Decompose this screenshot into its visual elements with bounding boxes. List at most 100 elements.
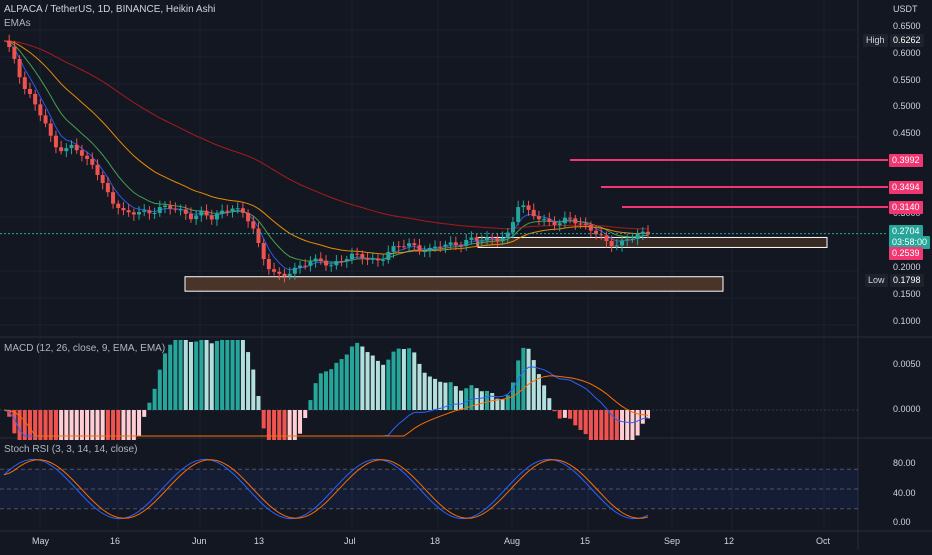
macd-histogram-bar (7, 410, 12, 417)
low-label: Low (865, 274, 888, 287)
candle-body (427, 247, 432, 251)
macd-histogram-bar (137, 410, 142, 436)
high-label: High (863, 34, 888, 47)
candle-body (360, 253, 365, 259)
candle-body (168, 205, 173, 209)
candle-body (417, 245, 422, 252)
macd-histogram-bar (630, 410, 635, 440)
macd-histogram-bar (277, 410, 282, 440)
stoch-tick-2: 40.00 (893, 488, 916, 498)
candle-body (235, 208, 240, 210)
candle-body (90, 158, 95, 165)
candle-body (459, 245, 464, 247)
candle-body (381, 259, 386, 261)
candle-body (438, 246, 443, 248)
macd-histogram-bar (17, 410, 22, 440)
candle-body (329, 265, 334, 267)
macd-histogram-bar (79, 410, 84, 440)
low-value: 0.1798 (890, 274, 924, 287)
macd-histogram-bar (646, 410, 650, 419)
macd-signal-line (3, 375, 649, 437)
macd-title[interactable]: MACD (12, 26, close, 9, EMA, EMA) (4, 343, 166, 354)
candle-body (173, 208, 178, 210)
candle-body (43, 115, 48, 124)
macd-histogram-bar (443, 382, 448, 410)
price-tick: 0.1500 (893, 289, 921, 299)
macd-histogram-bar (490, 393, 495, 410)
date-label: 16 (110, 536, 121, 546)
high-value: 0.6262 (890, 34, 924, 47)
macd-histogram-bar (251, 369, 256, 410)
candle-body (53, 135, 58, 148)
candle-body (33, 93, 38, 105)
macd-histogram-bar (412, 352, 417, 410)
candle-body (183, 209, 188, 214)
macd-histogram-bar (308, 400, 313, 410)
price-tick: 0.6500 (893, 21, 921, 31)
candle-body (578, 223, 583, 225)
macd-histogram-bar (500, 399, 505, 410)
candle-body (69, 144, 74, 149)
candle-body (95, 164, 100, 175)
candle-body (17, 58, 22, 78)
candle-body (609, 241, 614, 247)
support-badge: 0.2539 (889, 247, 923, 260)
macd-histogram-bar (329, 369, 334, 410)
indicator-label[interactable]: EMAs (4, 18, 31, 29)
candle-body (298, 265, 303, 268)
macd-histogram-bar (542, 385, 547, 410)
candle-body (547, 218, 552, 222)
candle-body (557, 223, 562, 226)
candle-body (251, 221, 256, 229)
macd-histogram-bar (168, 344, 173, 410)
macd-histogram-bar (209, 343, 214, 410)
macd-histogram-bar (116, 410, 121, 440)
macd-histogram-bar (568, 410, 573, 419)
candle-body (204, 210, 209, 216)
date-label: Sep (664, 536, 681, 546)
macd-histogram-bar (516, 360, 521, 410)
candle-body (588, 224, 593, 231)
macd-histogram-bar (365, 352, 370, 410)
macd-histogram-bar (599, 410, 604, 440)
stoch-tick-1: 80.00 (893, 458, 916, 468)
candle-body (635, 233, 640, 240)
macd-histogram-bar (199, 340, 204, 410)
candle-body (287, 273, 292, 277)
macd-histogram-bar (33, 410, 38, 440)
macd-histogram-bar (531, 360, 536, 410)
price-tick: 0.4500 (893, 128, 921, 138)
macd-histogram-bar (105, 410, 110, 440)
macd-histogram-bar (220, 340, 225, 410)
candle-body (646, 231, 650, 235)
price-tick: 0.6000 (893, 48, 921, 58)
stoch-d-line (3, 459, 649, 519)
macd-histogram-bar (235, 340, 240, 410)
candle-body (407, 243, 412, 247)
macd-histogram-bar (183, 340, 188, 410)
ema-line (3, 40, 649, 230)
macd-histogram-bar (324, 371, 328, 410)
stoch-tick-3: 0.00 (893, 517, 911, 527)
macd-histogram-bar (594, 410, 599, 440)
candle-body (401, 246, 406, 248)
stoch-title[interactable]: Stoch RSI (3, 3, 14, 14, close) (4, 444, 138, 455)
candle-body (375, 258, 380, 261)
macd-histogram-bar (298, 410, 303, 434)
candle-body (308, 261, 313, 266)
macd-histogram-bar (240, 340, 245, 410)
candle-body (391, 246, 396, 252)
candle-body (510, 222, 515, 233)
macd-histogram-bar (573, 410, 578, 426)
date-label: Jul (344, 536, 356, 546)
macd-histogram-bar (194, 341, 199, 410)
macd-histogram-bar (453, 386, 458, 410)
ema-line (3, 40, 649, 263)
macd-histogram-bar (355, 342, 360, 410)
macd-histogram-bar (22, 410, 27, 440)
macd-histogram-bar (256, 396, 261, 410)
candle-body (583, 223, 588, 225)
macd-histogram-bar (433, 378, 438, 410)
